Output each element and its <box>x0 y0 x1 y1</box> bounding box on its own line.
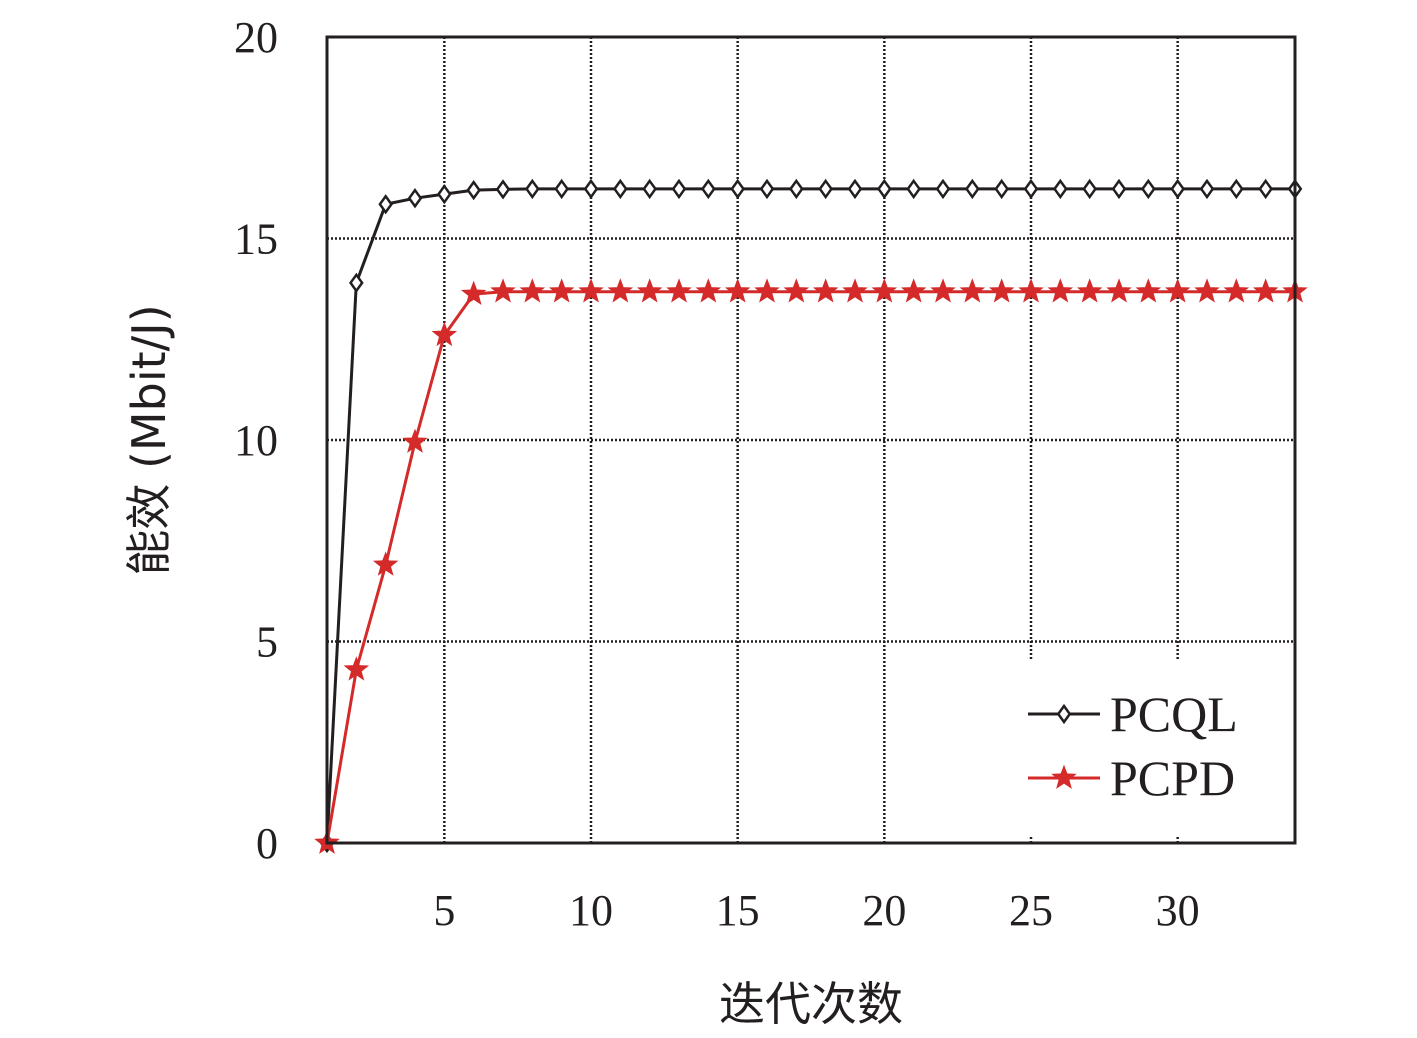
data-point-pcql <box>701 178 716 200</box>
x-tick-label: 20 <box>862 886 906 935</box>
data-point-pcql <box>789 178 804 200</box>
data-point-pcql <box>437 184 452 205</box>
data-point-pcpd <box>1223 278 1250 303</box>
data-point-pcpd <box>343 656 370 681</box>
legend-marker-pcql <box>1056 703 1072 725</box>
data-point-pcpd <box>490 278 516 303</box>
legend-label-pcpd: PCPD <box>1110 750 1235 806</box>
legend: PCQL PCPD <box>1028 686 1238 806</box>
data-point-pcql <box>877 178 892 200</box>
x-tick-label: 10 <box>569 886 613 935</box>
plot-frame <box>325 35 1297 845</box>
data-point-pcql <box>1170 178 1185 200</box>
data-point-pcpd <box>871 278 898 303</box>
data-point-pcpd <box>666 278 692 303</box>
legend-item-pcql: PCQL <box>1028 686 1238 742</box>
data-point-pcpd <box>431 321 458 347</box>
y-tick-label: 20 <box>234 13 278 62</box>
legend-marker-pcpd <box>1051 764 1077 789</box>
y-tick-label: 5 <box>256 618 278 667</box>
data-point-pcpd <box>402 428 428 453</box>
data-point-pcpd <box>1164 278 1191 303</box>
y-tick-label: 0 <box>256 819 278 868</box>
grid <box>327 37 1295 843</box>
series-pcpd-line <box>325 290 1295 844</box>
data-point-pcql <box>730 178 745 200</box>
data-point-pcpd <box>372 551 399 576</box>
data-point-pcql <box>1082 178 1097 200</box>
data-point-pcpd <box>1106 278 1132 303</box>
data-point-pcql <box>1023 178 1039 200</box>
data-point-pcql <box>935 178 951 200</box>
data-point-pcpd <box>519 278 546 303</box>
data-point-pcql <box>1111 178 1127 200</box>
data-point-pcpd <box>988 278 1015 303</box>
data-point-pcql <box>906 178 921 200</box>
data-point-pcql <box>495 179 511 200</box>
data-point-pcpd <box>1135 278 1162 303</box>
data-point-pcql <box>1229 178 1244 200</box>
data-point-pcql <box>1258 178 1273 200</box>
x-axis-title: 迭代次数 <box>719 977 903 1031</box>
data-point-pcql <box>613 178 628 200</box>
x-tick-label: 5 <box>433 886 455 935</box>
x-axis-ticks: 5 10 15 20 25 30 <box>433 886 1199 935</box>
series-pcql <box>319 178 1303 854</box>
data-point-pcpd <box>1252 278 1279 303</box>
legend-label-pcql: PCQL <box>1110 686 1238 742</box>
data-point-pcql <box>1199 178 1215 200</box>
data-point-pcpd <box>1194 278 1220 303</box>
data-point-pcpd <box>548 278 575 303</box>
data-point-pcql <box>349 272 364 293</box>
data-point-pcpd <box>460 280 487 305</box>
data-point-pcpd <box>959 278 986 303</box>
data-point-pcql <box>759 178 775 200</box>
data-point-pcql <box>965 178 980 200</box>
legend-background <box>1010 660 1290 835</box>
data-point-pcpd <box>636 278 663 303</box>
data-point-pcpd <box>695 278 722 303</box>
y-axis-ticks: 0 5 10 15 20 <box>234 13 278 868</box>
data-point-pcql <box>583 178 599 200</box>
data-point-pcql <box>994 178 1009 200</box>
x-tick-label: 25 <box>1009 886 1053 935</box>
data-point-pcpd <box>1047 278 1074 303</box>
data-point-pcql <box>407 188 423 209</box>
data-point-pcql <box>525 178 540 200</box>
data-point-pcql <box>642 178 657 200</box>
data-point-pcpd <box>812 278 839 303</box>
y-tick-label: 15 <box>234 215 278 264</box>
data-point-pcql <box>554 178 569 200</box>
data-point-pcpd <box>578 278 604 303</box>
data-point-pcpd <box>930 278 956 303</box>
legend-item-pcpd: PCPD <box>1028 750 1235 806</box>
data-point-pcql <box>671 178 687 200</box>
y-tick-label: 10 <box>234 416 278 465</box>
x-tick-label: 15 <box>716 886 760 935</box>
y-axis-title: 能效 (Mbit/J) <box>122 304 176 575</box>
data-point-pcpd <box>724 278 751 303</box>
data-point-pcpd <box>1018 278 1044 303</box>
data-point-pcpd <box>607 278 634 303</box>
data-point-pcql <box>1141 178 1156 200</box>
data-point-pcpd <box>1076 278 1103 303</box>
data-point-pcql <box>378 194 393 215</box>
data-point-pcql <box>818 178 833 200</box>
data-point-pcpd <box>754 278 780 303</box>
data-point-pcql <box>847 178 863 200</box>
series-pcql-line <box>325 187 1295 844</box>
x-tick-label: 30 <box>1156 886 1200 935</box>
data-point-pcql <box>1053 178 1068 200</box>
data-point-pcpd <box>900 278 927 303</box>
series-pcpd <box>314 278 1308 854</box>
data-point-pcql <box>466 180 481 201</box>
data-point-pcpd <box>783 278 810 303</box>
plot-area <box>314 178 1308 854</box>
data-point-pcpd <box>842 278 868 303</box>
